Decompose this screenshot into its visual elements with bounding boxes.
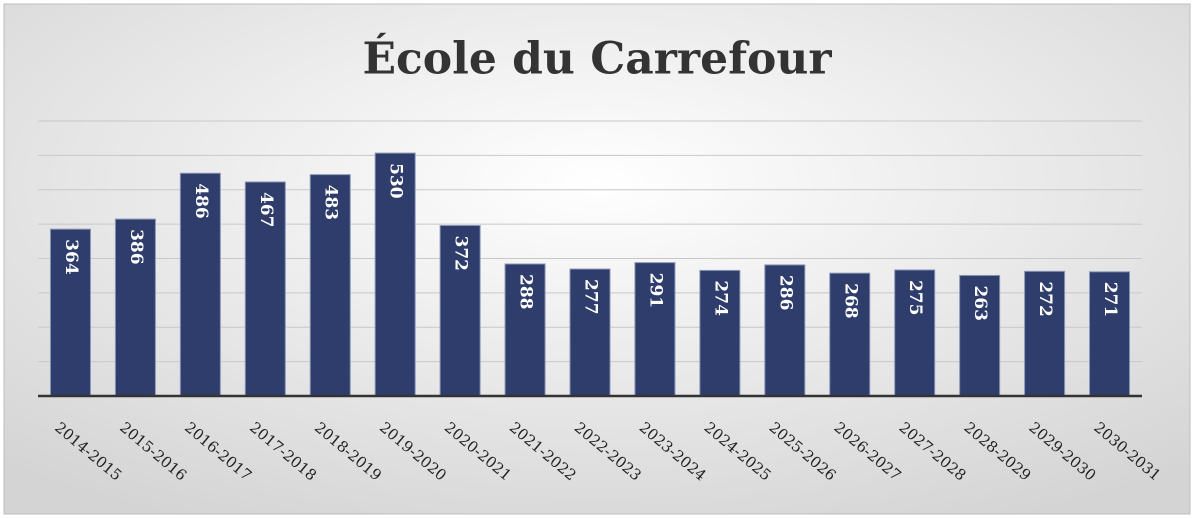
bar (504, 263, 546, 397)
value-label: 483 (321, 185, 341, 221)
bar (179, 172, 221, 397)
value-label: 263 (970, 285, 990, 321)
bar (1024, 270, 1066, 397)
bar (959, 274, 1001, 397)
bar (244, 181, 286, 397)
bar (764, 264, 806, 397)
value-label: 386 (126, 229, 146, 264)
value-label: 268 (840, 283, 860, 319)
bar (1089, 271, 1131, 397)
value-label: 372 (451, 236, 471, 272)
bar (374, 152, 416, 397)
value-label: 271 (1100, 282, 1120, 318)
bar (894, 269, 936, 397)
value-label: 275 (905, 280, 925, 316)
bar (439, 225, 481, 397)
value-label: 291 (645, 273, 665, 309)
value-label: 277 (581, 279, 601, 315)
value-label: 364 (61, 239, 81, 275)
bar (114, 218, 156, 397)
value-label: 288 (516, 274, 536, 310)
value-label: 286 (775, 275, 795, 311)
value-label: 486 (191, 183, 211, 219)
bar (699, 269, 741, 397)
value-label: 272 (1035, 281, 1055, 317)
chart-title: École du Carrefour (362, 32, 832, 85)
value-label: 274 (710, 280, 730, 316)
bar (829, 272, 871, 397)
value-label: 467 (256, 192, 276, 228)
value-label: 530 (386, 163, 406, 199)
bar (569, 268, 611, 397)
